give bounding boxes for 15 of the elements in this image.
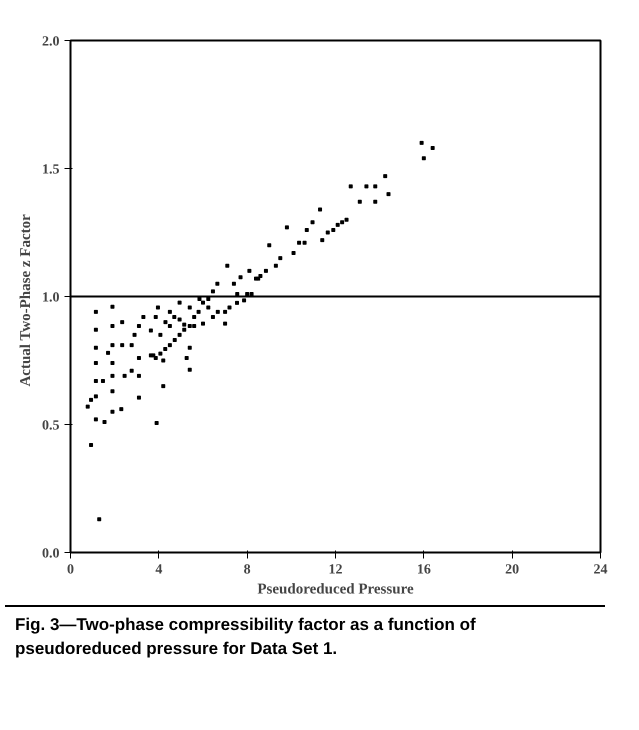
y-tick-label: 0.5	[42, 418, 60, 434]
x-tick-label: 8	[244, 562, 251, 578]
x-tick-label: 0	[67, 562, 74, 578]
x-tick-label: 16	[416, 562, 431, 578]
x-axis-title: Pseudoreduced Pressure	[257, 582, 414, 598]
y-axis-title: Actual Two-Phase z Factor	[18, 214, 34, 387]
y-tick-label: 0.0	[42, 546, 60, 562]
x-tick-label: 12	[328, 562, 342, 578]
x-tick-label: 4	[155, 562, 162, 578]
y-tick-label: 1.5	[42, 162, 60, 178]
caption: Fig. 3—Two-phase compressibility factor as a function of pseudoreduced pressure for Data Set 1.	[15, 614, 477, 660]
y-tick-label: 1.0	[42, 290, 60, 306]
x-tick-label: 24	[594, 562, 608, 578]
x-tick-label: 20	[505, 562, 520, 578]
y-tick-label: 2.0	[42, 34, 60, 50]
